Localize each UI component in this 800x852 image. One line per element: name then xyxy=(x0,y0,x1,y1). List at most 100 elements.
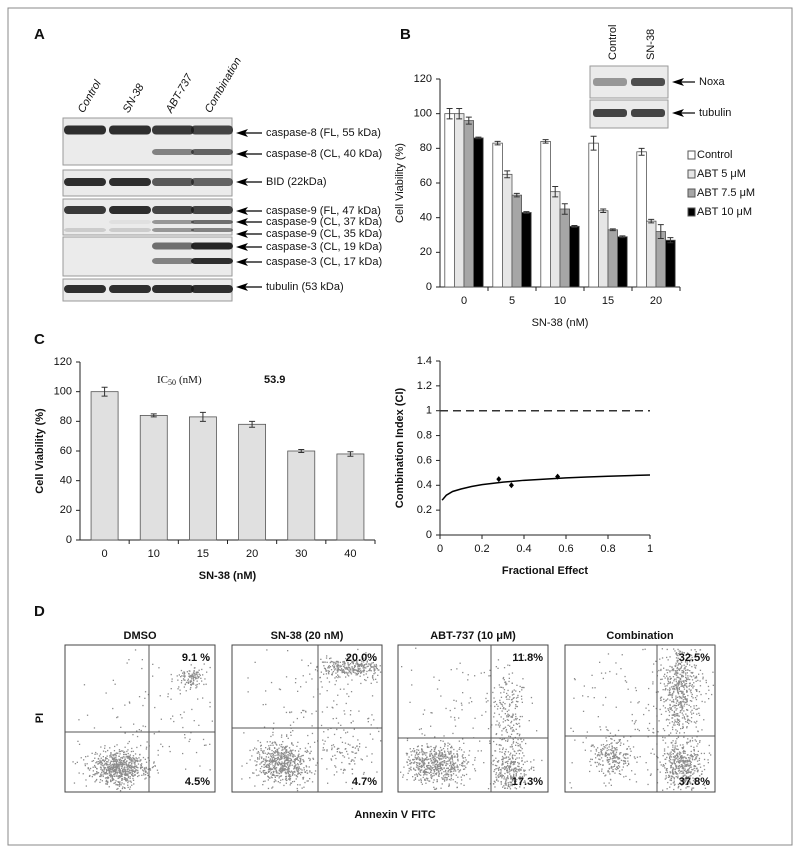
event-dot xyxy=(676,776,677,777)
event-dot xyxy=(271,769,272,770)
event-dot xyxy=(706,682,707,683)
event-dot xyxy=(332,673,333,674)
event-dot xyxy=(604,746,605,747)
event-dot xyxy=(500,771,501,772)
y-tick-label: 80 xyxy=(60,415,72,427)
event-dot xyxy=(83,773,84,774)
event-dot xyxy=(506,693,507,694)
event-dot xyxy=(350,669,351,670)
event-dot xyxy=(677,715,678,716)
blot-band xyxy=(152,126,194,135)
event-dot xyxy=(366,673,367,674)
event-dot xyxy=(104,773,105,774)
event-dot xyxy=(411,684,412,685)
event-dot xyxy=(109,756,110,757)
x-axis-title: Annexin V FITC xyxy=(354,809,435,821)
event-dot xyxy=(422,754,423,755)
event-dot xyxy=(275,742,276,743)
event-dot xyxy=(293,722,294,723)
event-dot xyxy=(667,725,668,726)
event-dot xyxy=(694,667,695,668)
event-dot xyxy=(112,769,113,770)
event-dot xyxy=(677,700,678,701)
event-dot xyxy=(449,765,450,766)
event-dot xyxy=(158,750,159,751)
event-dot xyxy=(104,767,105,768)
event-dot xyxy=(191,675,192,676)
event-dot xyxy=(276,770,277,771)
event-dot xyxy=(452,764,453,765)
event-dot xyxy=(517,750,518,751)
event-dot xyxy=(624,676,625,677)
event-dot xyxy=(363,666,364,667)
event-dot xyxy=(423,714,424,715)
event-dot xyxy=(457,769,458,770)
event-dot xyxy=(111,756,112,757)
event-dot xyxy=(627,761,628,762)
event-dot xyxy=(442,753,443,754)
event-dot xyxy=(456,787,457,788)
event-dot xyxy=(110,780,111,781)
event-dot xyxy=(189,741,190,742)
event-dot xyxy=(287,771,288,772)
event-dot xyxy=(260,748,261,749)
event-dot xyxy=(673,692,674,693)
event-dot xyxy=(425,780,426,781)
event-dot xyxy=(288,755,289,756)
event-dot xyxy=(103,771,104,772)
event-dot xyxy=(664,767,665,768)
event-dot xyxy=(459,770,460,771)
event-dot xyxy=(501,769,502,770)
event-dot xyxy=(701,753,702,754)
event-dot xyxy=(121,775,122,776)
event-dot xyxy=(662,737,663,738)
event-dot xyxy=(311,751,312,752)
event-dot xyxy=(604,775,605,776)
event-dot xyxy=(665,772,666,773)
event-dot xyxy=(257,753,258,754)
event-dot xyxy=(504,758,505,759)
event-dot xyxy=(445,765,446,766)
event-dot xyxy=(614,740,615,741)
event-dot xyxy=(368,721,369,722)
event-dot xyxy=(418,768,419,769)
event-dot xyxy=(328,670,329,671)
event-dot xyxy=(522,748,523,749)
event-dot xyxy=(680,701,681,702)
event-dot xyxy=(676,761,677,762)
event-dot xyxy=(139,696,140,697)
event-dot xyxy=(106,761,107,762)
event-dot xyxy=(106,769,107,770)
event-dot xyxy=(674,749,675,750)
event-dot xyxy=(114,767,115,768)
event-dot xyxy=(493,702,494,703)
event-dot xyxy=(126,754,127,755)
event-dot xyxy=(327,690,328,691)
blot-band xyxy=(152,285,194,293)
event-dot xyxy=(455,762,456,763)
event-dot xyxy=(99,782,100,783)
event-dot xyxy=(690,764,691,765)
event-dot xyxy=(440,770,441,771)
event-dot xyxy=(326,768,327,769)
event-dot xyxy=(602,760,603,761)
event-dot xyxy=(520,747,521,748)
event-dot xyxy=(639,730,640,731)
event-dot xyxy=(676,708,677,709)
event-dot xyxy=(127,749,128,750)
event-dot xyxy=(444,777,445,778)
event-dot xyxy=(683,701,684,702)
event-dot xyxy=(193,683,194,684)
event-dot xyxy=(605,697,606,698)
event-dot xyxy=(668,777,669,778)
event-dot xyxy=(171,681,172,682)
event-dot xyxy=(520,773,521,774)
event-dot xyxy=(372,695,373,696)
event-dot xyxy=(348,675,349,676)
event-dot xyxy=(673,688,674,689)
event-dot xyxy=(269,765,270,766)
event-dot xyxy=(188,682,189,683)
event-dot xyxy=(506,768,507,769)
event-dot xyxy=(609,773,610,774)
event-dot xyxy=(504,679,505,680)
